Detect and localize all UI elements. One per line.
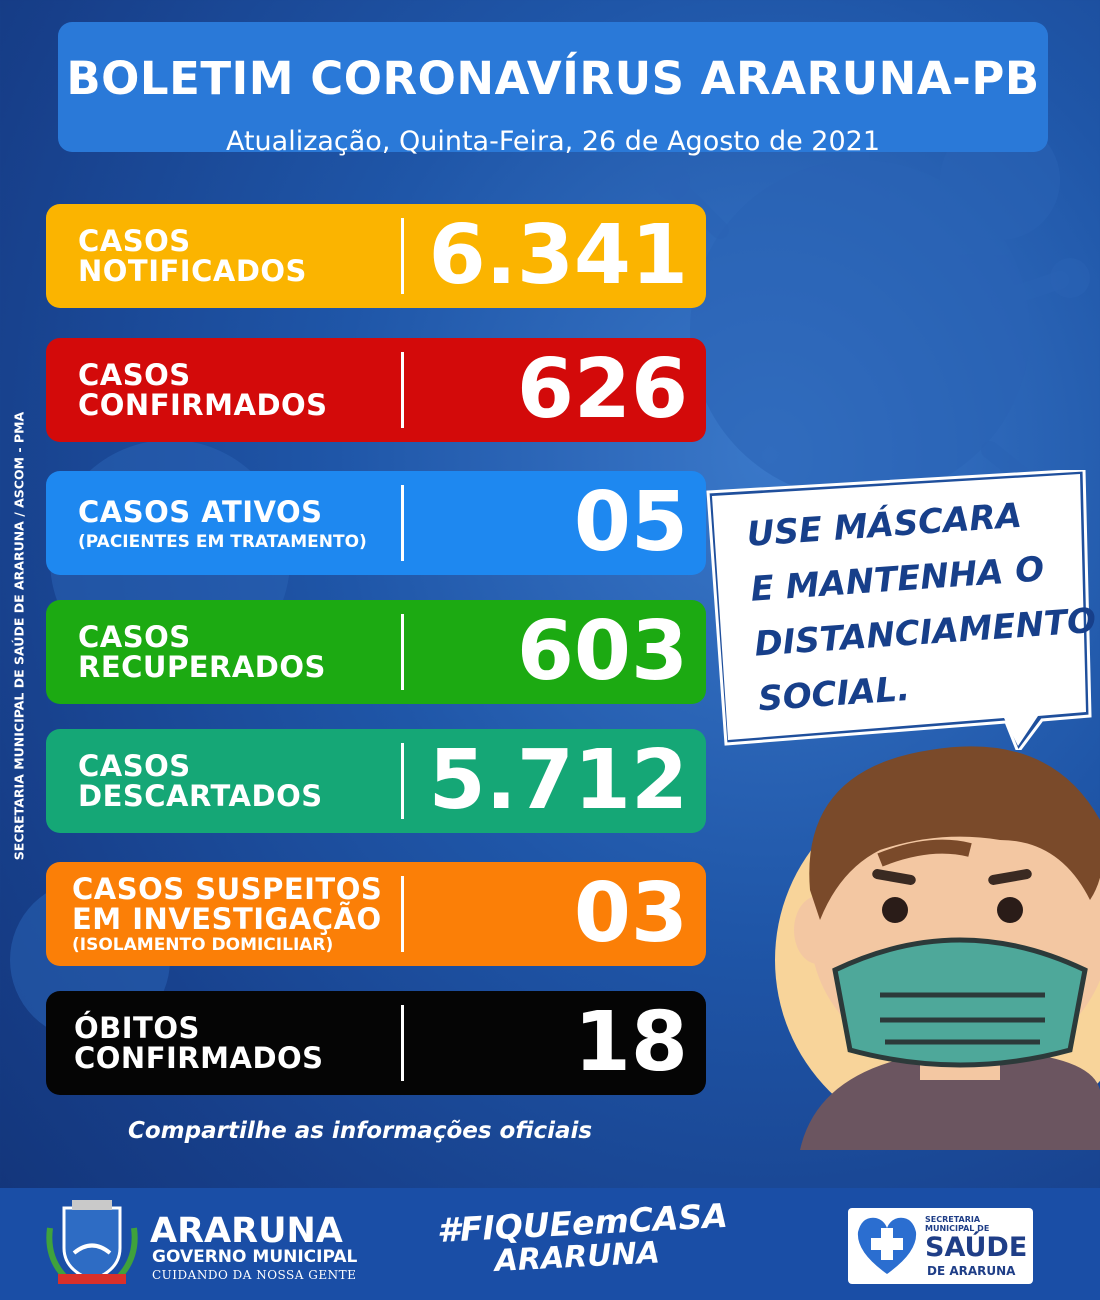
card-obitos-confirmados: ÓBITOS CONFIRMADOS 18	[46, 991, 706, 1095]
card-value: 603	[516, 604, 688, 699]
share-message: Compartilhe as informações oficiais	[128, 1118, 593, 1144]
footer-brand-name: ARARUNA	[150, 1211, 343, 1251]
footer-brand-subtitle: GOVERNO MUNICIPAL	[152, 1247, 358, 1267]
card-note: (PACIENTES EM TRATAMENTO)	[78, 532, 367, 552]
bubble-message: USE MÁSCARA E MANTENHA O DISTANCIAMENTO …	[745, 495, 1098, 720]
footer-brand-tagline: CUIDANDO DA NOSSA GENTE	[152, 1268, 357, 1282]
side-credit-text: SECRETARIA MUNICIPAL DE SAÚDE DE ARARUNA…	[11, 411, 27, 861]
card-divider	[401, 743, 404, 819]
card-value: 5.712	[428, 733, 688, 828]
card-value: 05	[573, 475, 688, 570]
card-casos-confirmados: CASOS CONFIRMADOS 626	[46, 338, 706, 442]
card-value: 03	[573, 866, 688, 961]
bulletin-date: Atualização, Quinta-Feira, 26 de Agosto …	[225, 126, 881, 157]
card-note: (ISOLAMENTO DOMICILIAR)	[72, 935, 334, 955]
card-label: ÓBITOS CONFIRMADOS	[74, 1011, 324, 1075]
card-divider	[401, 876, 404, 952]
heart-cross-icon	[857, 1217, 917, 1274]
card-casos-recuperados: CASOS RECUPERADOS 603	[46, 600, 706, 704]
card-label: CASOS ATIVOS (PACIENTES EM TRATAMENTO)	[78, 497, 408, 553]
card-divider	[401, 352, 404, 428]
card-label: CASOS RECUPERADOS	[78, 620, 326, 684]
masked-boy-illustration	[775, 746, 1100, 1150]
card-divider	[401, 218, 404, 294]
card-divider	[401, 1005, 404, 1081]
bulletin-header: BOLETIM CORONAVÍRUS ARARUNA-PB Atualizaç…	[58, 22, 1048, 157]
card-casos-suspeitos: CASOS SUSPEITOS EM INVESTIGAÇÃO (ISOLAME…	[46, 862, 706, 966]
card-label: CASOS SUSPEITOS EM INVESTIGAÇÃO (ISOLAME…	[72, 874, 452, 956]
card-label: CASOS NOTIFICADOS	[78, 224, 307, 288]
side-credit: SECRETARIA MUNICIPAL DE SAÚDE DE ARARUNA…	[4, 376, 34, 896]
araruna-coat-of-arms-logo	[46, 1200, 138, 1284]
speech-bubble	[706, 470, 1092, 750]
card-divider	[401, 614, 404, 690]
card-label: CASOS CONFIRMADOS	[78, 358, 328, 422]
saude-logo-small-text: SECRETARIA MUNICIPAL DE	[925, 1215, 990, 1233]
saude-logo-subtitle: DE ARARUNA	[927, 1264, 1016, 1278]
hashtag-logo: #FIQUEemCASA ARARUNA	[436, 1196, 729, 1290]
card-casos-ativos: CASOS ATIVOS (PACIENTES EM TRATAMENTO) 0…	[46, 471, 706, 575]
card-value: 6.341	[428, 208, 688, 303]
card-casos-notificados: CASOS NOTIFICADOS 6.341	[46, 204, 706, 308]
card-value: 18	[573, 995, 688, 1090]
card-casos-descartados: CASOS DESCARTADOS 5.712	[46, 729, 706, 833]
card-divider	[401, 485, 404, 561]
card-label: CASOS DESCARTADOS	[78, 749, 323, 813]
card-value: 626	[516, 342, 688, 437]
saude-logo-title: SAÚDE	[925, 1232, 1028, 1263]
bulletin-title: BOLETIM CORONAVÍRUS ARARUNA-PB	[66, 52, 1040, 105]
